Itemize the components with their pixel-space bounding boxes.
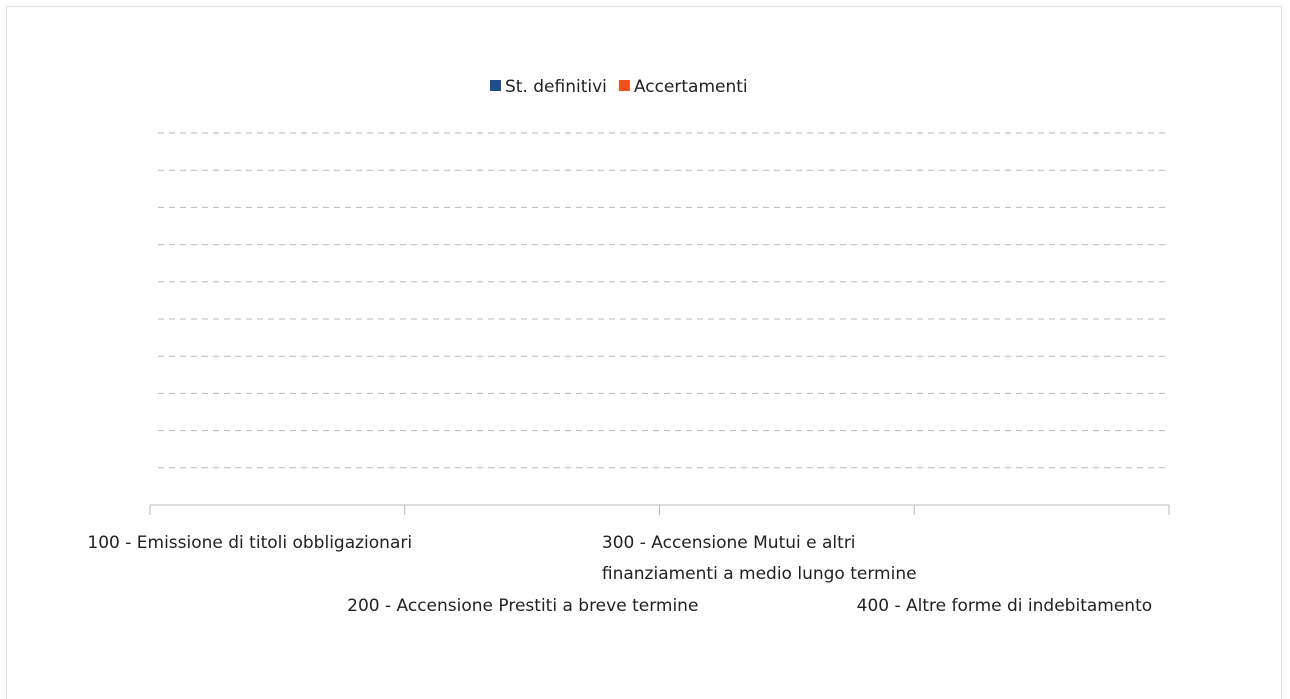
x-tick-label: 200 - Accensione Prestiti a breve termin…: [347, 596, 699, 616]
x-tick-label: 400 - Altre forme di indebitamento: [856, 596, 1153, 616]
legend-swatch: [490, 80, 501, 91]
legend-label: Accertamenti: [634, 77, 748, 97]
x-tick-label: 300 - Accensione Mutui e altri finanziam…: [601, 533, 917, 584]
legend-swatch: [618, 80, 630, 91]
chart-frame: [6, 6, 1282, 699]
legend-label: St. definitivi: [505, 77, 607, 97]
x-tick-label: 100 - Emissione di titoli obbligazionari: [87, 533, 413, 553]
